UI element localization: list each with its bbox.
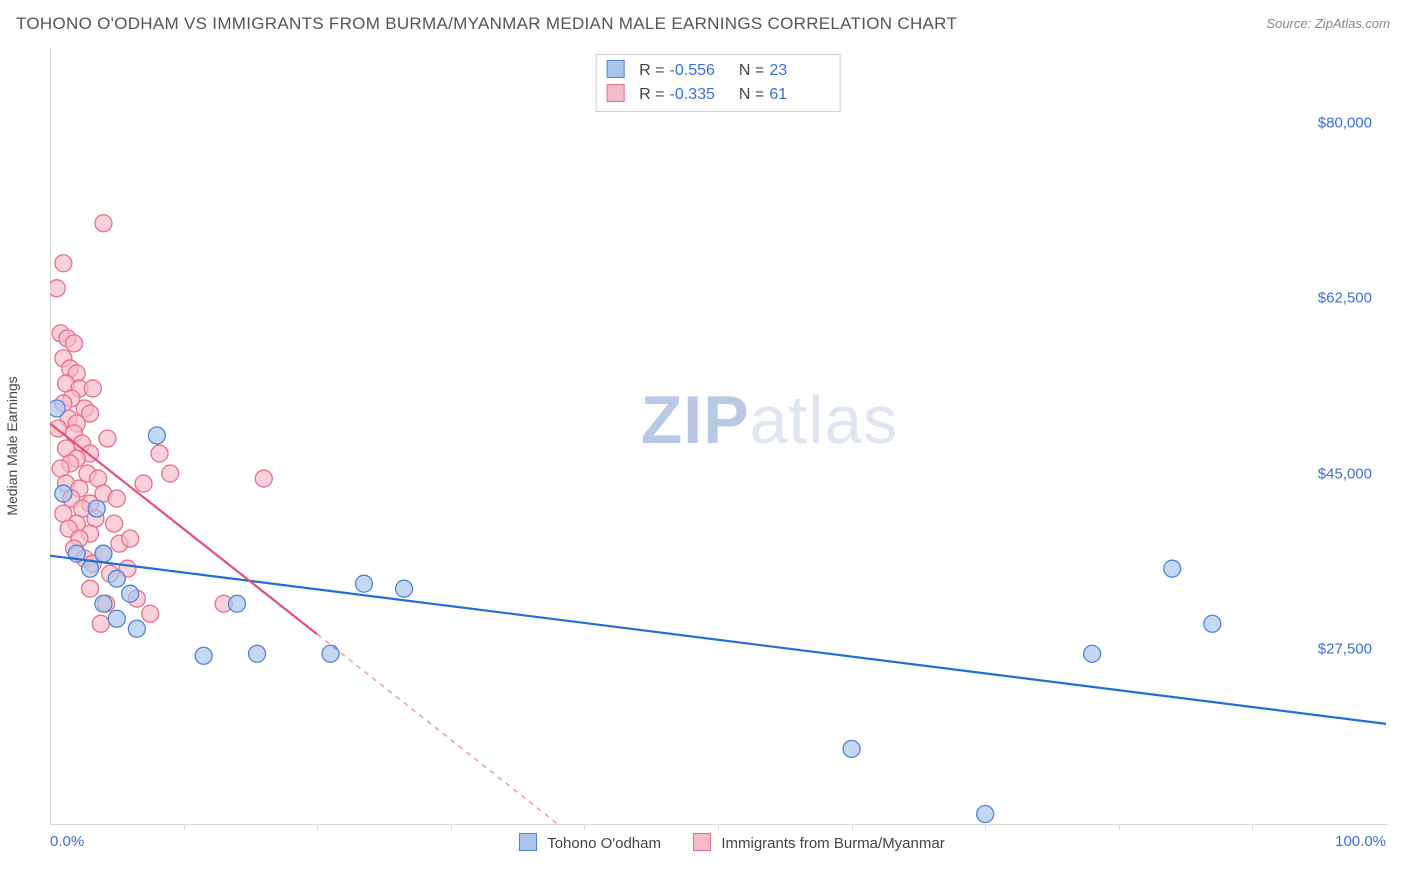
correlation-row-pink: R = -0.335 N = 61 [607, 83, 826, 107]
x-tick-mark [184, 824, 185, 830]
n-value-pink: 61 [769, 83, 825, 107]
series-label-pink: Immigrants from Burma/Myanmar [721, 835, 944, 852]
source-label: Source: [1266, 16, 1311, 31]
n-value-blue: 23 [769, 59, 825, 83]
scatter-point-tohono [396, 580, 413, 597]
x-tick-mark [1252, 824, 1253, 830]
swatch-pink [693, 833, 711, 851]
series-legend: Tohono O'odham Immigrants from Burma/Mya… [50, 833, 1386, 852]
scatter-point-burma [84, 380, 101, 397]
scatter-point-tohono [1164, 560, 1181, 577]
series-label-blue: Tohono O'odham [547, 835, 661, 852]
scatter-point-burma [106, 515, 123, 532]
source-name: ZipAtlas.com [1315, 16, 1390, 31]
chart-container: TOHONO O'ODHAM VS IMMIGRANTS FROM BURMA/… [0, 0, 1406, 892]
correlation-row-blue: R = -0.556 N = 23 [607, 59, 826, 83]
scatter-point-tohono [50, 400, 65, 417]
scatter-point-tohono [95, 595, 112, 612]
scatter-point-burma [50, 280, 65, 297]
r-value-pink: -0.335 [670, 83, 726, 107]
scatter-point-burma [142, 605, 159, 622]
scatter-point-tohono [55, 485, 72, 502]
x-tick-mark [852, 824, 853, 830]
scatter-point-tohono [95, 545, 112, 562]
scatter-point-tohono [148, 427, 165, 444]
chart-title: TOHONO O'ODHAM VS IMMIGRANTS FROM BURMA/… [16, 14, 957, 33]
x-tick-mark [451, 824, 452, 830]
scatter-point-tohono [82, 560, 99, 577]
scatter-point-burma [162, 465, 179, 482]
x-tick-mark [1119, 824, 1120, 830]
scatter-point-burma [108, 490, 125, 507]
scatter-point-burma [135, 475, 152, 492]
scatter-point-burma [151, 445, 168, 462]
chart-svg [50, 48, 1386, 824]
scatter-point-tohono [355, 575, 372, 592]
r-value-blue: -0.556 [670, 59, 726, 83]
scatter-point-tohono [195, 647, 212, 664]
swatch-blue [607, 60, 625, 78]
x-tick-mark [317, 824, 318, 830]
x-tick-mark [718, 824, 719, 830]
trend-line-burma-extrap [317, 634, 557, 824]
scatter-point-tohono [108, 570, 125, 587]
scatter-point-burma [82, 580, 99, 597]
scatter-point-burma [55, 255, 72, 272]
correlation-legend: R = -0.556 N = 23 R = -0.335 N = 61 [596, 54, 841, 112]
x-tick-mark [584, 824, 585, 830]
y-tick-label: $62,500 [1318, 290, 1372, 307]
scatter-point-tohono [128, 620, 145, 637]
title-bar: TOHONO O'ODHAM VS IMMIGRANTS FROM BURMA/… [16, 14, 1390, 42]
scatter-point-burma [255, 470, 272, 487]
scatter-point-tohono [88, 500, 105, 517]
scatter-point-tohono [977, 805, 994, 822]
scatter-point-burma [95, 215, 112, 232]
plot-area: ZIPatlas R = -0.556 N = 23 R = -0.335 N … [50, 48, 1386, 824]
scatter-point-tohono [1204, 615, 1221, 632]
y-tick-label: $27,500 [1318, 640, 1372, 657]
scatter-point-tohono [249, 645, 266, 662]
scatter-point-tohono [1084, 645, 1101, 662]
scatter-point-tohono [108, 610, 125, 627]
scatter-point-burma [92, 615, 109, 632]
scatter-point-burma [66, 335, 83, 352]
scatter-point-tohono [229, 595, 246, 612]
scatter-point-burma [122, 530, 139, 547]
scatter-point-burma [99, 430, 116, 447]
y-tick-label: $45,000 [1318, 465, 1372, 482]
scatter-point-tohono [122, 585, 139, 602]
source-attribution: Source: ZipAtlas.com [1266, 16, 1390, 31]
swatch-pink [607, 84, 625, 102]
swatch-blue [519, 833, 537, 851]
scatter-point-tohono [843, 740, 860, 757]
scatter-point-tohono [322, 645, 339, 662]
x-tick-mark [985, 824, 986, 830]
y-axis-label: Median Male Earnings [4, 376, 20, 515]
y-tick-label: $80,000 [1318, 115, 1372, 132]
